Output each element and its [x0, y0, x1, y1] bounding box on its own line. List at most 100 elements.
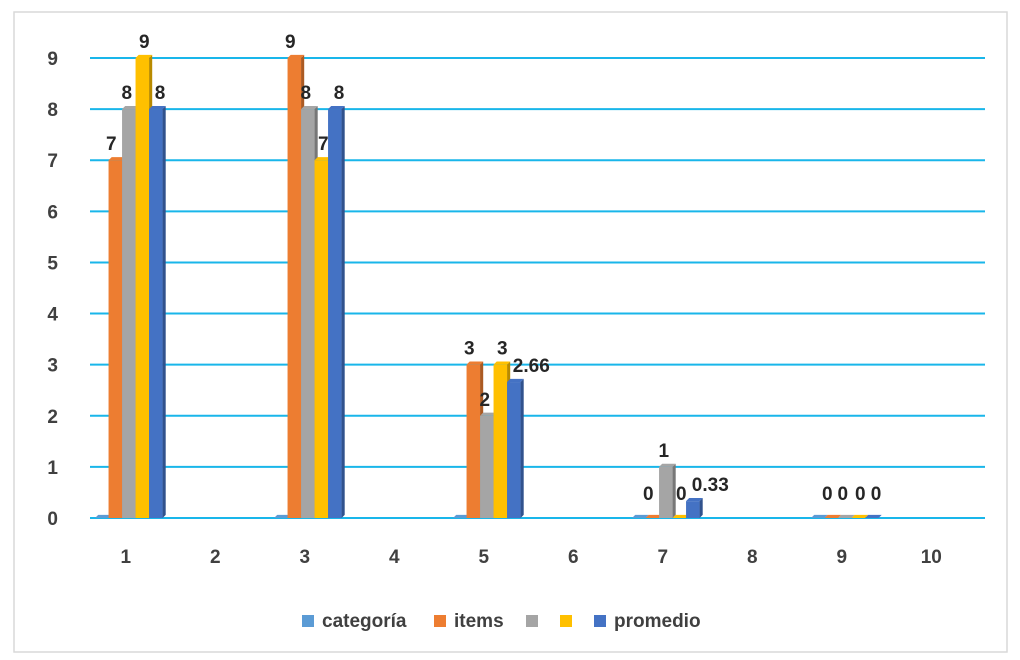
data-label: 0 [822, 484, 833, 505]
bar [480, 415, 494, 518]
bar-top [659, 463, 676, 467]
bar-top [632, 514, 649, 518]
legend-swatch [434, 615, 446, 627]
data-label: 1 [659, 441, 670, 462]
data-label: 3 [497, 339, 508, 360]
bar-side [341, 105, 345, 518]
data-label: 7 [318, 134, 329, 155]
bar-side [699, 497, 703, 518]
bar-side [520, 378, 524, 518]
bar [493, 364, 508, 518]
bar-top [453, 514, 470, 518]
x-axis-ticks: 1 2 3 4 5 6 7 8 9 10 [121, 547, 942, 568]
bar [122, 109, 136, 518]
bar [659, 466, 673, 518]
bar [314, 160, 329, 518]
y-tick-label: 4 [47, 305, 58, 326]
y-tick-label: 8 [47, 100, 58, 121]
y-tick-label: 3 [47, 356, 58, 377]
bar-top [838, 514, 855, 518]
bar-side [672, 463, 676, 518]
bar-top [480, 412, 497, 416]
bar [328, 109, 342, 518]
bar-top [466, 361, 484, 365]
legend-swatch [302, 615, 314, 627]
x-tick-label: 8 [747, 547, 758, 568]
legend-label: promedio [614, 611, 701, 632]
y-axis-ticks: 0 1 2 3 4 5 6 7 8 9 [47, 49, 58, 530]
y-tick-label: 1 [47, 458, 58, 479]
bars [95, 54, 882, 519]
bar [108, 160, 123, 518]
bar-top [314, 157, 332, 161]
legend-swatch [594, 615, 606, 627]
data-label: 0 [643, 484, 654, 505]
data-label: 0.33 [692, 475, 729, 496]
bar [466, 364, 481, 518]
bar [686, 501, 700, 518]
bar-top [301, 105, 318, 110]
data-label: 0 [676, 484, 687, 505]
data-label: 9 [139, 32, 150, 53]
legend-swatch [560, 615, 572, 627]
data-label: 8 [122, 83, 133, 104]
bar-top [811, 514, 828, 518]
legend: categoría items promedio [302, 611, 701, 632]
y-tick-label: 2 [47, 407, 58, 428]
data-label: 2.66 [513, 356, 550, 377]
bar-top [824, 514, 842, 518]
y-tick-label: 9 [47, 49, 58, 70]
data-label: 8 [301, 83, 312, 104]
data-label: 0 [871, 484, 882, 505]
x-tick-label: 3 [300, 547, 311, 568]
y-tick-label: 7 [47, 151, 58, 172]
data-label: 2 [480, 390, 491, 411]
x-tick-label: 10 [921, 547, 942, 568]
data-label: 9 [285, 32, 296, 53]
data-label: 0 [838, 484, 849, 505]
x-tick-label: 1 [121, 547, 132, 568]
x-tick-label: 4 [389, 547, 400, 568]
bar [287, 58, 302, 518]
y-tick-label: 0 [47, 509, 58, 530]
bar-top [122, 105, 139, 110]
bar-top [328, 105, 345, 110]
bar-top [287, 54, 305, 58]
bar-top [686, 497, 703, 502]
legend-label: items [454, 611, 504, 632]
bar [135, 58, 150, 518]
data-label: 3 [464, 339, 475, 360]
bar-top [274, 514, 291, 518]
bar-top [865, 514, 882, 518]
bar [301, 109, 315, 518]
data-label: 8 [155, 83, 166, 104]
data-label: 0 [855, 484, 866, 505]
bar-top [645, 514, 663, 518]
x-tick-label: 6 [568, 547, 579, 568]
x-tick-label: 2 [210, 547, 221, 568]
bar-side [162, 105, 166, 518]
bar-top [108, 157, 126, 161]
bar-top [149, 105, 166, 110]
x-tick-label: 9 [837, 547, 848, 568]
bar-top [95, 514, 112, 518]
y-tick-label: 5 [47, 253, 58, 274]
bar-top [672, 514, 690, 518]
x-tick-label: 7 [658, 547, 669, 568]
chart-frame [13, 11, 1008, 653]
bar-top [507, 378, 524, 383]
bar-top [493, 361, 511, 365]
bar [507, 382, 521, 518]
bar-top [135, 54, 153, 58]
bar-top [851, 514, 869, 518]
data-label: 7 [106, 134, 117, 155]
y-tick-label: 6 [47, 202, 58, 223]
data-label: 8 [334, 83, 345, 104]
x-tick-label: 5 [479, 547, 490, 568]
legend-label: categoría [322, 611, 407, 632]
bar [149, 109, 163, 518]
legend-swatch [526, 615, 538, 627]
